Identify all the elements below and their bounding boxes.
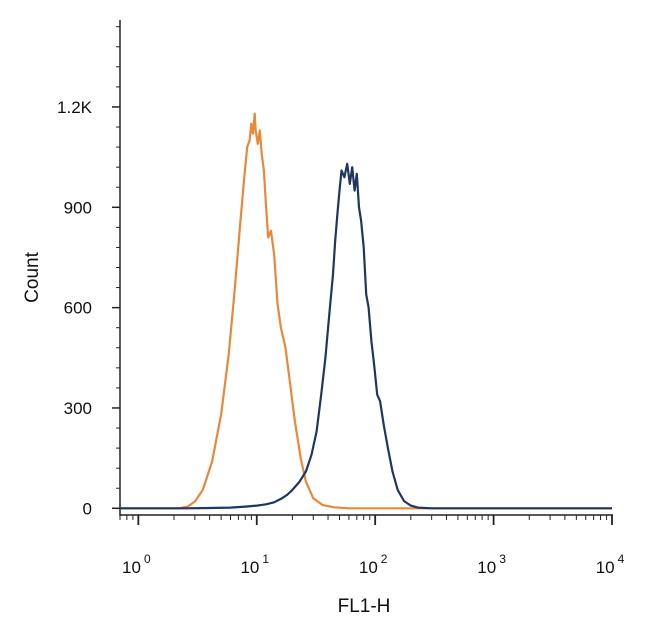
histogram-series-1 [120,112,612,510]
y-tick-label: 1.2K [57,98,93,117]
y-tick-label: 0 [83,499,92,518]
x-tick-label: 10 0 [122,552,151,577]
x-tick-label: 10 2 [359,552,388,577]
x-tick-label: 10 1 [240,552,269,577]
y-axis-title: Count [22,251,43,302]
y-tick-label: 300 [64,399,92,418]
x-tick-label: 10 4 [596,552,625,577]
y-tick-label: 900 [64,198,92,217]
x-tick-label: 10 3 [477,552,506,577]
histogram-series-2 [120,162,612,510]
x-axis-title: FL1-H [338,596,391,617]
y-tick-label: 600 [64,299,92,318]
